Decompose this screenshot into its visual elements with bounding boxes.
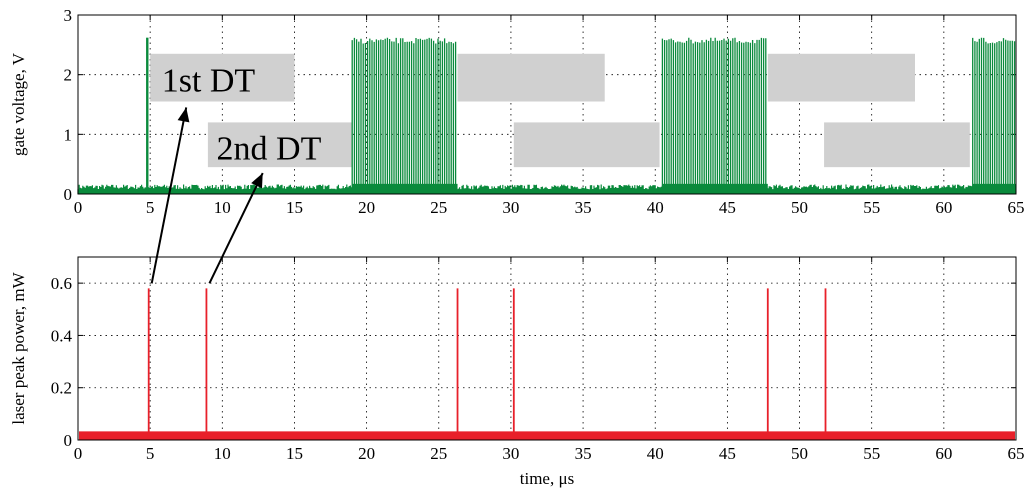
bottom-xtick-label: 50 xyxy=(791,444,808,463)
bottom-xtick-label: 30 xyxy=(502,444,519,463)
first-dead-time-arrow-head xyxy=(177,107,190,123)
second-dead-time-label: 2nd DT xyxy=(217,130,322,167)
gate-voltage-burst-base xyxy=(662,183,768,194)
second-dead-time-arrow-shaft xyxy=(208,172,264,284)
bottom-axes-frame xyxy=(77,256,1017,441)
top-xtick-label: 65 xyxy=(1008,198,1025,217)
gate-voltage-burst xyxy=(661,37,767,194)
top-ytick-label: 1 xyxy=(64,125,73,144)
first-dead-time-arrow-shaft xyxy=(150,107,188,284)
top-ytick-label: 2 xyxy=(64,66,73,85)
first-dead-time-label: 1st DT xyxy=(162,62,256,99)
bottom-xtick-label: 45 xyxy=(719,444,736,463)
dead-time-band xyxy=(457,53,605,102)
top-xtick-label: 10 xyxy=(214,198,231,217)
top-xtick-label: 0 xyxy=(74,198,83,217)
gate-voltage-burst-base xyxy=(972,183,1016,194)
bottom-xtick-label: 40 xyxy=(647,444,664,463)
top-xtick-label: 50 xyxy=(791,198,808,217)
gate-voltage-burst xyxy=(351,37,457,194)
bottom-y-axis-label: laser peak power, mW xyxy=(9,271,28,424)
top-ytick-label: 0 xyxy=(64,185,73,204)
bottom-ytick-label: 0.6 xyxy=(51,274,72,293)
top-y-axis-label: gate voltage, V xyxy=(9,52,28,156)
bottom-xtick-label: 0 xyxy=(74,444,83,463)
top-xtick-label: 40 xyxy=(647,198,664,217)
bottom-xtick-label: 20 xyxy=(358,444,375,463)
bottom-xtick-label: 10 xyxy=(214,444,231,463)
bottom-ytick-label: 0.2 xyxy=(51,379,72,398)
dead-time-bands xyxy=(150,53,970,168)
bottom-xtick-label: 60 xyxy=(935,444,952,463)
bottom-ytick-label: 0.4 xyxy=(51,326,73,345)
gate-voltage-burst-base xyxy=(352,183,458,194)
top-ytick-label: 3 xyxy=(64,6,73,25)
top-xtick-label: 5 xyxy=(146,198,155,217)
gate-voltage-series xyxy=(77,37,1016,194)
bottom-tick-labels: 0 5 10 15 20 25 30 35 40 45 50 55 60 65 0 0.2 0.4 0.6 xyxy=(51,274,1025,463)
top-xtick-label: 25 xyxy=(430,198,447,217)
dead-time-band xyxy=(150,53,295,102)
dead-time-band xyxy=(513,122,660,168)
laser-power-baseline xyxy=(79,431,1015,440)
gate-voltage-baseline xyxy=(77,184,1016,194)
top-xtick-label: 60 xyxy=(935,198,952,217)
dead-time-band xyxy=(207,122,353,168)
x-axis-label: time, μs xyxy=(520,469,574,488)
gate-voltage-panel: 0 5 10 15 20 25 30 35 40 45 50 55 60 65 0 1 2 3 gate volt… xyxy=(9,6,1025,217)
laser-power-panel: 0 5 10 15 20 25 30 35 40 45 50 55 60 65 0 0.2 0.4 0.6 las… xyxy=(9,256,1025,488)
bottom-xtick-label: 15 xyxy=(286,444,303,463)
gate-voltage-spike xyxy=(146,37,149,194)
dead-time-band xyxy=(767,53,915,102)
top-xtick-label: 20 xyxy=(358,198,375,217)
top-xtick-label: 55 xyxy=(863,198,880,217)
bottom-xtick-label: 55 xyxy=(863,444,880,463)
bottom-xtick-label: 65 xyxy=(1008,444,1025,463)
annotations: 1st DT 2nd DT xyxy=(150,62,322,284)
top-xtick-label: 45 xyxy=(719,198,736,217)
bottom-xtick-label: 5 xyxy=(146,444,155,463)
top-tick-labels: 0 5 10 15 20 25 30 35 40 45 50 55 60 65 0 1 2 3 xyxy=(64,6,1025,217)
laser-power-series xyxy=(79,288,1015,440)
top-xtick-label: 15 xyxy=(286,198,303,217)
bottom-xtick-label: 35 xyxy=(575,444,592,463)
top-axes-frame xyxy=(77,14,1017,195)
annotation-arrows xyxy=(150,107,264,284)
bottom-grid xyxy=(77,257,1017,441)
dead-time-band xyxy=(824,122,970,168)
bottom-xtick-label: 25 xyxy=(430,444,447,463)
bottom-ytick-label: 0 xyxy=(64,431,73,450)
gate-voltage-burst xyxy=(972,37,1016,194)
second-dead-time-arrow-head xyxy=(251,173,263,189)
top-xtick-label: 30 xyxy=(502,198,519,217)
top-xtick-label: 35 xyxy=(575,198,592,217)
